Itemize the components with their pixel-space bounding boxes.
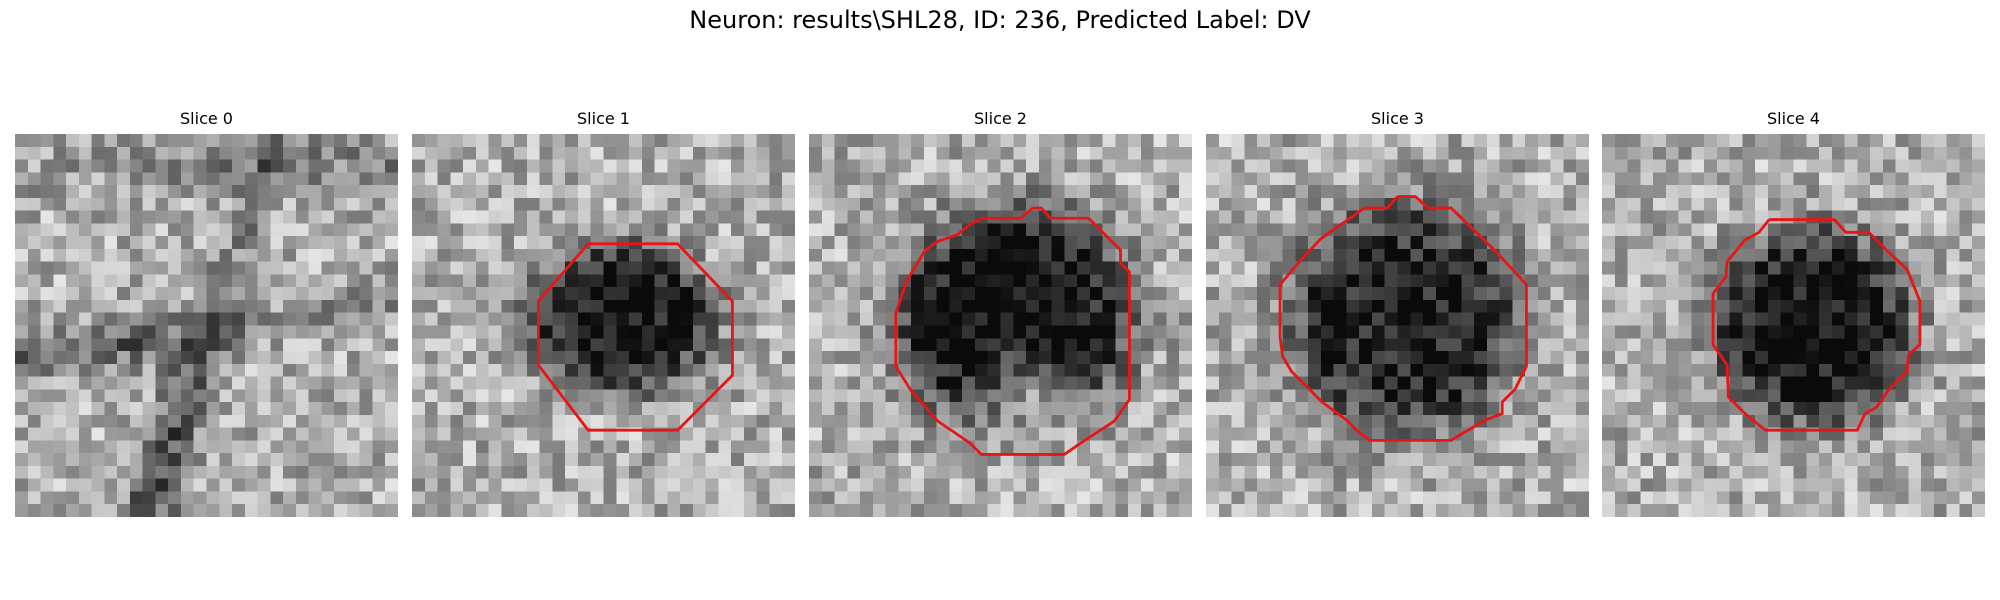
pixel-grid xyxy=(412,134,795,517)
slice-2-image xyxy=(809,134,1192,517)
pixel-grid xyxy=(1206,134,1589,517)
roi-contour xyxy=(1278,195,1528,442)
panel-title: Slice 4 xyxy=(1767,109,1820,128)
panel-title: Slice 3 xyxy=(1371,109,1424,128)
panel-title: Slice 2 xyxy=(974,109,1027,128)
roi-contour xyxy=(536,242,734,432)
slice-0-image xyxy=(15,134,398,517)
panel-slice-4: Slice 4 xyxy=(1602,100,1985,517)
roi-contour xyxy=(1711,218,1922,432)
panel-title: Slice 0 xyxy=(180,109,233,128)
slice-1-image xyxy=(412,134,795,517)
panel-slice-2: Slice 2 xyxy=(809,100,1192,517)
slice-4-image xyxy=(1602,134,1985,517)
panel-slice-0: Slice 0 xyxy=(15,100,398,517)
pixel-grid xyxy=(15,134,398,517)
pixel-grid xyxy=(809,134,1192,517)
panel-title: Slice 1 xyxy=(577,109,630,128)
panel-slice-3: Slice 3 xyxy=(1206,100,1589,517)
figure-title: Neuron: results\SHL28, ID: 236, Predicte… xyxy=(689,6,1311,34)
slice-3-image xyxy=(1206,134,1589,517)
pixel-grid xyxy=(1602,134,1985,517)
roi-contour xyxy=(894,206,1131,456)
panel-slice-1: Slice 1 xyxy=(412,100,795,517)
